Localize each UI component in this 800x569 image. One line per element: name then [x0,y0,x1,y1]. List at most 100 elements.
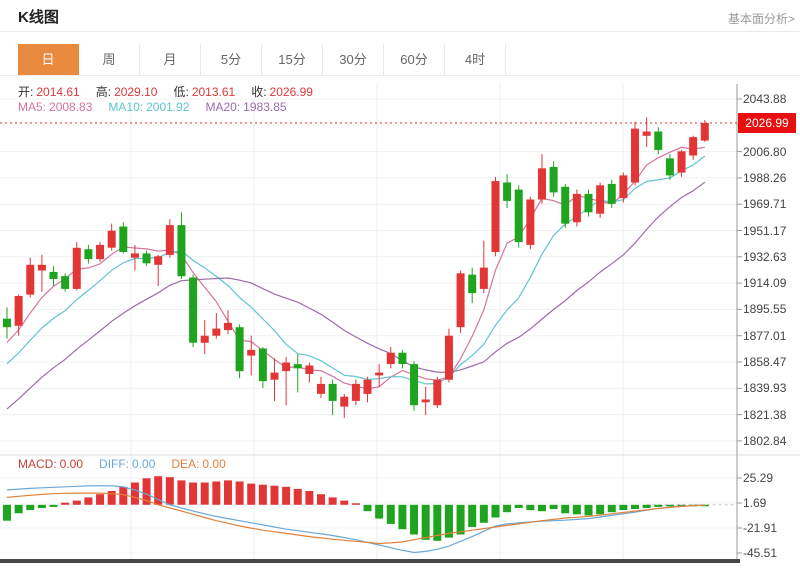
macd-legend: MACD: 0.00 DIFF: 0.00 DEA: 0.00 [18,457,242,471]
header-divider [0,31,800,32]
candle-body [49,271,58,279]
macd-bar [72,500,81,505]
macd-bar [258,484,267,505]
candle-body [26,264,35,295]
candle-body [654,131,663,150]
macd-axis-label: -45.51 [743,546,778,560]
tab-4时[interactable]: 4时 [445,44,506,75]
macd-bar [584,504,593,516]
candles [3,117,709,418]
candle-body [212,328,221,336]
macd-bar [444,504,453,538]
macd-histogram [3,476,709,541]
diff-line [6,485,705,554]
candle-body [433,379,442,406]
price-axis-label: 1895.55 [743,302,787,317]
macd-bar [317,494,326,505]
candle-body [572,193,581,223]
candle-body [14,296,23,326]
candle-body [119,226,128,252]
tab-60分[interactable]: 60分 [384,44,445,75]
macd-bar [223,480,232,505]
candle-body [386,352,395,364]
tab-日[interactable]: 日 [18,44,79,75]
macd-bar [537,504,546,512]
candle-body [503,182,512,201]
macd-bar [26,504,35,511]
candle-body [258,348,267,382]
tab-周[interactable]: 周 [79,44,140,75]
candle-body [223,322,232,330]
macd-bar [665,504,674,507]
tab-月[interactable]: 月 [140,44,201,75]
macd-bar [526,504,535,511]
tab-30分[interactable]: 30分 [323,44,384,75]
fundamental-analysis-link[interactable]: 基本面分析> [727,12,795,26]
candle-body [61,276,70,289]
candle-body [189,277,198,343]
legend-item: 高: 2029.10 [95,85,158,99]
candle-body [165,225,174,255]
candle-body [328,383,337,401]
macd-bar [398,504,407,530]
candle-body [142,253,151,264]
price-axis-label: 1988.26 [743,170,787,185]
price-axis-label: 1877.01 [743,328,787,343]
macd-bar [235,481,244,505]
price-axis-label: 1802.84 [743,433,787,448]
macd-bar [247,483,256,505]
macd-bar [479,504,488,523]
macd-bar [549,504,558,509]
macd-bar [61,502,70,505]
candle-body [584,193,593,213]
macd-bar [154,476,163,505]
candle-body [72,247,81,289]
tab-5分[interactable]: 5分 [201,44,262,75]
candle-body [514,189,523,243]
ohlc-legend: 开: 2014.61 高: 2029.10 低: 2013.61 收: 2026.99 [18,85,329,99]
macd-bar [212,481,221,505]
candle-body [677,151,686,173]
macd-bar [107,491,116,505]
candle-body [619,175,628,199]
macd-bar [642,504,651,508]
macd-bar [119,486,128,505]
candle-body [282,362,291,372]
macd-bar [189,482,198,505]
tab-15分[interactable]: 15分 [262,44,323,75]
candle-body [491,181,500,252]
candle-body [596,185,605,214]
macd-bar [14,504,23,514]
price-axis-label: 2006.80 [743,144,787,159]
legend-item: 开: 2014.61 [18,85,80,99]
candle-body [375,372,384,376]
macd-bar [328,497,337,505]
candle-body [84,249,93,260]
legend-item: MA5: 2008.83 [18,100,93,114]
macd-bar [410,504,419,535]
macd-bar [142,478,151,505]
macd-bar [561,504,570,514]
candle-body [177,225,186,277]
candle-body [305,365,314,374]
macd-axis-label: 1.69 [743,496,767,510]
candle-body [444,335,453,380]
price-axis-label: 1858.47 [743,355,787,369]
macd-bar [607,504,616,513]
candle-body [526,199,535,245]
legend-item: 低: 2013.61 [173,85,236,99]
macd-bar [386,504,395,524]
macd-bar [293,488,302,505]
price-axis-label: 1951.17 [743,223,787,238]
legend-item: MA20: 1983.85 [205,100,287,114]
macd-bar [677,504,686,507]
macd-bar [200,482,209,505]
candle-body [468,274,477,294]
price-axis-label: 1969.71 [743,197,787,212]
candle-body [421,399,430,403]
candle-body [37,264,46,271]
macd-bar [654,504,663,507]
macd-bar [340,500,349,505]
